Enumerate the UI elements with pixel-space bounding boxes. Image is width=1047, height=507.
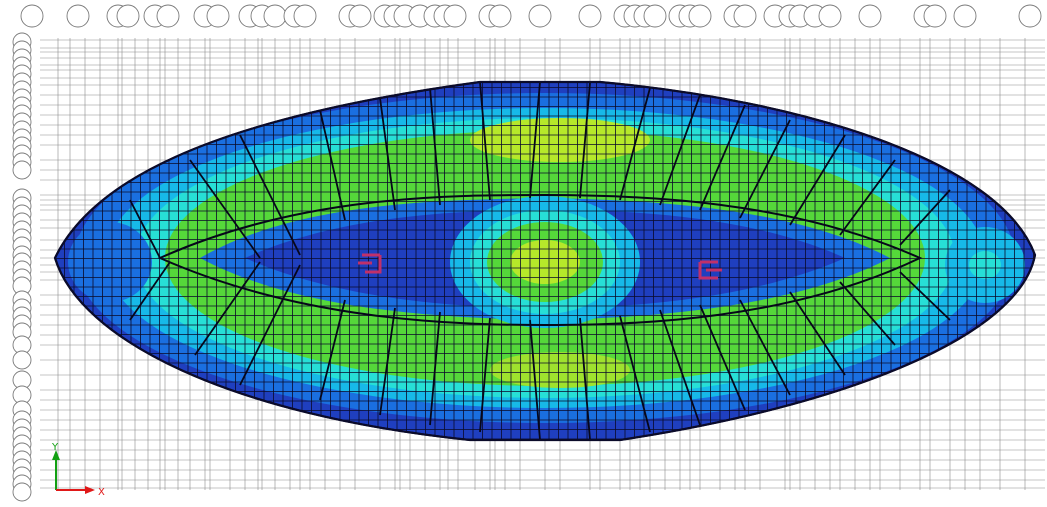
- mesh-rib: [579, 82, 591, 199]
- mesh-rib: [319, 109, 346, 221]
- left-grid-bubbles[interactable]: [12, 32, 32, 502]
- mesh-rib: [699, 304, 746, 411]
- xy-axis-triad-icon: X Y: [51, 442, 105, 498]
- mesh-rib: [429, 311, 441, 426]
- shell-outline: [53, 80, 1037, 442]
- grid-bubble-icon: [263, 4, 287, 28]
- mesh-rib: [239, 264, 301, 386]
- mesh-rib: [479, 82, 491, 201]
- mesh-rib: [789, 291, 846, 376]
- mesh-lens-boundary: [157, 193, 923, 327]
- support-marker-left[interactable]: [358, 253, 382, 274]
- mesh-rib: [239, 134, 301, 256]
- support-marker-right[interactable]: [698, 260, 722, 280]
- grid-bubble-icon: [20, 4, 44, 28]
- mesh-rib: [899, 271, 951, 321]
- grid-bubble-icon: [443, 4, 467, 28]
- grid-bubble-icon: [688, 4, 712, 28]
- contour-cap-left: [68, 222, 152, 302]
- mesh-rib: [479, 317, 491, 433]
- grid-bubble-icon: [818, 4, 842, 28]
- mesh-rib: [839, 281, 896, 346]
- grid-bubble-icon: [733, 4, 757, 28]
- shell-contour-fill[interactable]: [50, 75, 1040, 445]
- grid-bubble-icon: [923, 4, 947, 28]
- grid-bubble-icon: [66, 4, 90, 28]
- mesh-rib: [659, 94, 701, 206]
- mesh-rib: [659, 309, 701, 426]
- contour-hotspot-top: [470, 118, 650, 162]
- mesh-rib: [379, 97, 396, 211]
- y-axis-label: Y: [51, 442, 59, 453]
- mesh-rib: [129, 199, 161, 259]
- mesh-rib: [619, 87, 651, 201]
- grid-bubble-icon: [12, 160, 32, 180]
- grid-bubble-icon: [953, 4, 977, 28]
- mesh-rib: [529, 82, 541, 199]
- contour-cap-right-core: [969, 251, 1001, 279]
- mesh-rib: [529, 319, 541, 440]
- grid-bubble-icon: [528, 4, 552, 28]
- contour-dome-peak: [510, 240, 580, 284]
- grid-bubble-icon: [858, 4, 882, 28]
- mesh-rib: [789, 134, 846, 226]
- mesh-rib: [194, 261, 261, 356]
- mesh-rib: [899, 189, 951, 246]
- mesh-rib: [699, 104, 746, 211]
- mesh-rib: [579, 317, 591, 440]
- grid-bubble-icon: [1018, 4, 1042, 28]
- grid-bubble-icon: [206, 4, 230, 28]
- grid-bubble-icon: [12, 482, 32, 502]
- grid-bubble-icon: [12, 350, 32, 370]
- mesh-rib: [379, 307, 396, 416]
- grid-bubble-icon: [643, 4, 667, 28]
- mesh-rib: [189, 159, 261, 259]
- grid-bubble-icon: [156, 4, 180, 28]
- grid-bubble-icon: [348, 4, 372, 28]
- grid-bubble-icon: [293, 4, 317, 28]
- mesh-rib: [429, 87, 441, 206]
- grid-bubble-icon: [116, 4, 140, 28]
- mesh-rib: [319, 299, 346, 401]
- mesh-rib: [839, 159, 896, 236]
- x-axis-label: X: [98, 487, 105, 498]
- grid-bubble-icon: [578, 4, 602, 28]
- mesh-rib: [619, 315, 651, 433]
- contour-hotspot-bottom: [490, 352, 630, 388]
- mesh-rib: [739, 299, 791, 396]
- mesh-rib: [739, 119, 791, 219]
- top-grid-bubbles[interactable]: [20, 4, 1042, 28]
- grid-bubble-icon: [488, 4, 512, 28]
- mesh-rib: [129, 261, 171, 321]
